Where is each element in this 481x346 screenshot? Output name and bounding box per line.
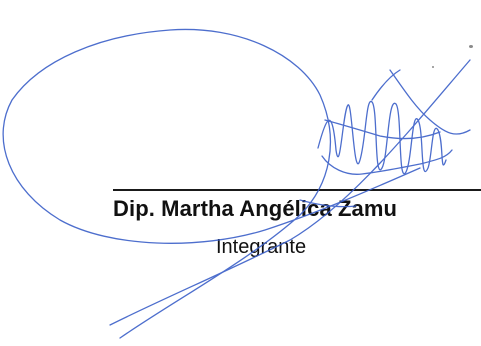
signatory-role: Integrante — [216, 236, 307, 258]
ink-speck — [432, 66, 434, 68]
ink-speck — [469, 45, 473, 48]
signature-line — [113, 189, 481, 191]
signatory-name: Dip. Martha Angélica Zamu — [113, 196, 398, 221]
